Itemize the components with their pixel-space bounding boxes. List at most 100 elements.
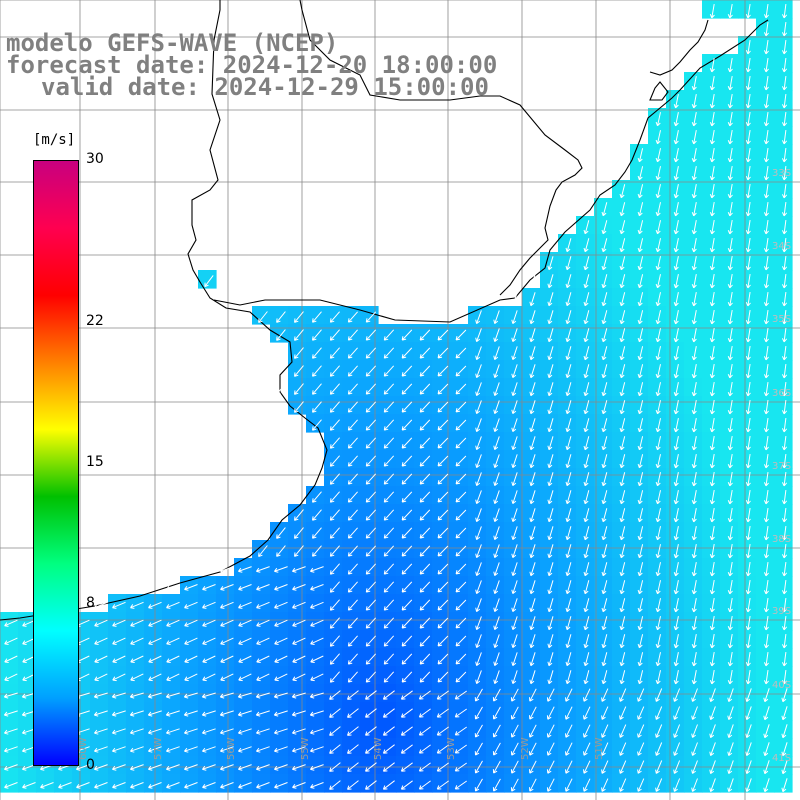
wind-arrow	[673, 202, 679, 217]
wind-arrow	[475, 544, 482, 558]
wind-arrow	[220, 637, 234, 645]
wind-arrow	[202, 782, 216, 789]
wind-arrow	[709, 418, 715, 433]
wind-speed-cell	[774, 504, 793, 523]
wind-speed-cell	[450, 540, 469, 559]
wind-speed-cell	[756, 108, 775, 127]
wind-arrow	[455, 617, 467, 629]
wind-arrow	[691, 454, 697, 469]
wind-speed-cell	[324, 774, 343, 793]
wind-arrow	[148, 728, 162, 735]
wind-arrow	[148, 673, 162, 682]
wind-arrow	[583, 670, 590, 685]
wind-speed-cell	[414, 360, 433, 379]
wind-arrow	[763, 598, 769, 613]
wind-arrow	[183, 710, 198, 717]
wind-arrow	[601, 706, 609, 720]
wind-speed-cell	[774, 558, 793, 577]
wind-arrow	[312, 527, 322, 539]
wind-speed-cell	[378, 774, 397, 793]
wind-arrow	[745, 472, 751, 487]
wind-arrow	[511, 328, 518, 342]
wind-speed-cell	[756, 306, 775, 325]
wind-speed-cell	[612, 720, 631, 739]
wind-arrow	[547, 508, 554, 523]
wind-speed-cell	[486, 612, 505, 631]
wind-arrow	[383, 419, 395, 431]
wind-speed-cell	[558, 378, 577, 397]
wind-arrow	[709, 238, 715, 253]
wind-speed-cell	[234, 666, 253, 685]
wind-speed-cell	[630, 342, 649, 361]
longitude-label: 60W	[78, 737, 89, 760]
wind-arrow	[148, 782, 162, 789]
wind-speed-cell	[342, 324, 361, 343]
wind-speed-cell	[756, 90, 775, 109]
wind-speed-cell	[108, 720, 127, 739]
wind-arrow	[546, 742, 555, 756]
wind-speed-cell	[396, 324, 415, 343]
wind-arrow	[745, 562, 751, 577]
wind-arrow	[601, 670, 608, 685]
wind-arrow	[691, 724, 698, 738]
wind-arrow	[691, 706, 698, 720]
model-title: modelo GEFS-WAVE (NCEP)	[6, 29, 339, 57]
wind-arrow	[365, 473, 377, 485]
wind-speed-cell	[378, 738, 397, 757]
wind-speed-cell	[756, 612, 775, 631]
wind-arrow	[637, 562, 644, 577]
wind-arrow	[329, 581, 340, 593]
wind-arrow	[475, 400, 482, 414]
wind-speed-cell	[216, 684, 235, 703]
wind-arrow	[763, 580, 769, 595]
wind-speed-cell	[594, 450, 613, 469]
wind-speed-cell	[0, 720, 19, 739]
wind-speed-cell	[324, 630, 343, 649]
wind-speed-cell	[414, 594, 433, 613]
wind-speed-cell	[594, 252, 613, 271]
colorbar-tick-label: 0	[86, 757, 95, 773]
wind-arrow	[745, 778, 752, 792]
wind-arrow	[492, 742, 501, 756]
wind-arrow	[727, 94, 733, 109]
wind-arrow	[727, 418, 733, 433]
wind-speed-cell	[342, 558, 361, 577]
wind-speed-cell	[666, 342, 685, 361]
wind-speed-cell	[756, 360, 775, 379]
wind-speed-cell	[486, 702, 505, 721]
wind-arrow	[419, 473, 431, 485]
wind-arrow	[583, 544, 590, 559]
wind-speed-cell	[396, 666, 415, 685]
wind-speed-cell	[702, 504, 721, 523]
wind-arrow	[546, 760, 555, 774]
wind-arrow	[619, 508, 626, 523]
wind-arrow	[673, 256, 679, 271]
wind-speed-cell	[720, 378, 739, 397]
wind-arrow	[547, 580, 554, 595]
wind-arrow	[329, 455, 340, 467]
wind-speed-cell	[432, 486, 451, 505]
wind-speed-cell	[162, 702, 181, 721]
wind-speed-cell	[630, 558, 649, 577]
wind-arrow	[292, 584, 306, 591]
wind-arrow	[601, 742, 609, 756]
wind-arrow	[619, 742, 627, 756]
wind-speed-cell	[630, 468, 649, 487]
wind-speed-cell	[576, 486, 595, 505]
wind-speed-cell	[648, 180, 667, 199]
wind-arrow	[383, 635, 395, 647]
wind-speed-cell	[612, 594, 631, 613]
wind-arrow	[763, 688, 770, 703]
wind-arrow	[401, 581, 413, 593]
wind-arrow	[763, 256, 769, 271]
wind-speed-cell	[522, 504, 541, 523]
wind-arrow	[493, 580, 500, 594]
wind-speed-cell	[666, 378, 685, 397]
wind-arrow	[673, 454, 679, 469]
wind-arrow	[583, 274, 590, 289]
wind-arrow	[130, 655, 144, 663]
wind-arrow	[601, 328, 608, 343]
wind-speed-cell	[324, 324, 343, 343]
wind-arrow	[655, 544, 661, 559]
